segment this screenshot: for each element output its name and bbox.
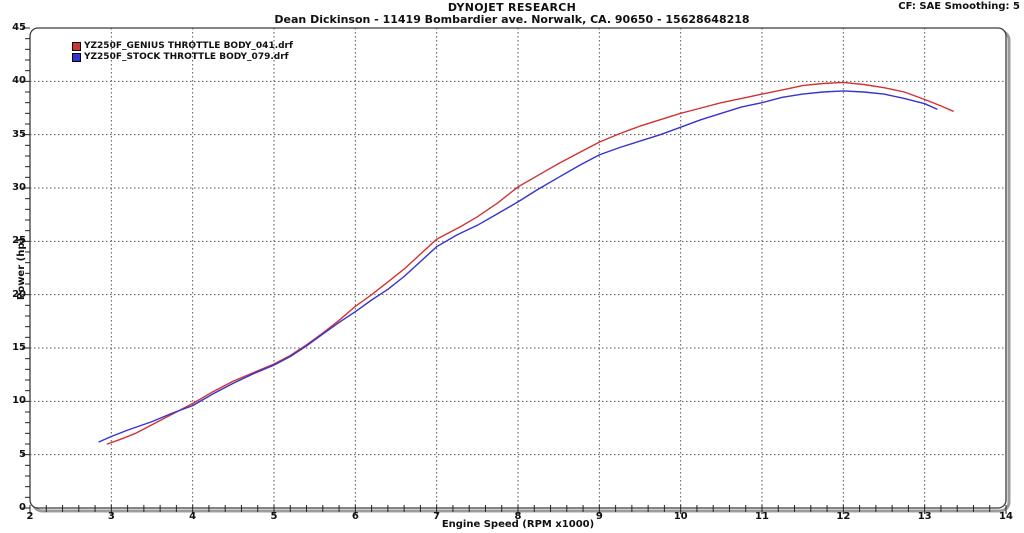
page-title: DYNOJET RESEARCH [447, 1, 577, 14]
power-curve-0 [106, 81, 954, 445]
x-tick-label: 9 [595, 511, 603, 522]
y-tick-label: 30 [12, 182, 26, 193]
x-tick-label: 5 [270, 511, 278, 522]
x-tick-label: 11 [755, 511, 769, 522]
y-tick-label: 20 [12, 288, 26, 300]
y-axis-title: Power (hp) [16, 237, 27, 300]
correction-smoothing-info: CF: SAE Smoothing: 5 [898, 1, 1020, 12]
legend-item-genius-throttle-body: YZ250F_GENIUS THROTTLE BODY_041.drf [72, 41, 293, 52]
y-tick-label: 45 [12, 22, 26, 33]
x-tick-label: 13 [917, 511, 932, 522]
legend-item-stock-throttle-body: YZ250F_STOCK THROTTLE BODY_079.drf [72, 52, 293, 63]
power-curve-1 [98, 90, 938, 443]
x-tick-label: 7 [433, 511, 441, 522]
legend-swatch-red [72, 42, 81, 51]
y-tick-label: 15 [12, 342, 26, 353]
y-tick-label: 40 [12, 75, 26, 87]
legend-swatch-blue [72, 53, 81, 62]
x-tick-label: 2 [26, 511, 34, 522]
x-tick-label: 14 [999, 511, 1013, 522]
legend-label: YZ250F_STOCK THROTTLE BODY_079.drf [84, 52, 289, 62]
x-tick-label: 12 [836, 511, 851, 522]
x-tick-label: 10 [673, 511, 688, 522]
y-tick-label: 35 [12, 128, 26, 140]
x-tick-label: 3 [107, 511, 115, 522]
x-tick-label: 4 [189, 511, 197, 522]
y-tick-label: 0 [19, 502, 26, 513]
x-axis-title: Engine Speed (RPM x1000) [441, 519, 595, 530]
y-tick-label: 5 [19, 448, 26, 460]
x-tick-label: 8 [514, 511, 522, 522]
y-tick-label: 25 [12, 235, 26, 247]
x-tick-label: 6 [351, 511, 359, 522]
y-tick-label: 10 [12, 395, 26, 407]
legend: YZ250F_GENIUS THROTTLE BODY_041.drf YZ25… [72, 41, 293, 63]
legend-label: YZ250F_GENIUS THROTTLE BODY_041.drf [84, 41, 293, 51]
shop-address-subtitle: Dean Dickinson - 11419 Bombardier ave. N… [274, 13, 750, 26]
